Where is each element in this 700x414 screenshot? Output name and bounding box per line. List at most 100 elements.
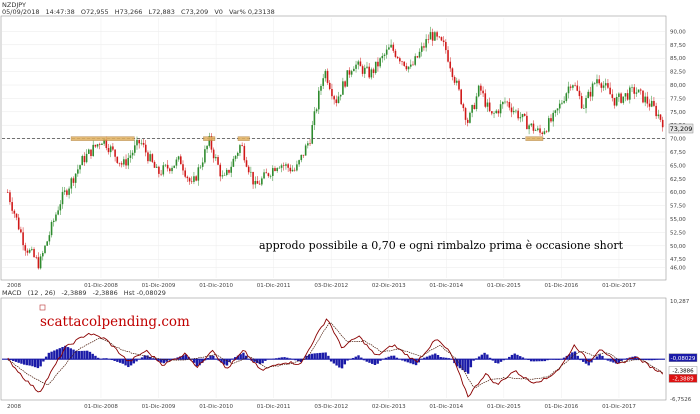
histogram-bar xyxy=(475,358,478,360)
candle-body xyxy=(324,70,327,79)
histogram-bar xyxy=(535,359,538,362)
histogram-bar xyxy=(645,359,648,361)
histogram-bar xyxy=(434,353,437,360)
histogram-bar xyxy=(491,359,494,361)
candle-body xyxy=(344,81,346,87)
candle-body xyxy=(642,90,644,103)
histogram-bar xyxy=(373,359,377,366)
histogram-bar xyxy=(488,357,492,360)
histogram-bar xyxy=(568,354,571,360)
candle-body xyxy=(635,92,638,94)
highlight-zone xyxy=(203,136,216,141)
candle-body xyxy=(475,96,478,110)
stat-date: 05/09/2018 xyxy=(2,8,40,16)
price-candles xyxy=(6,26,664,270)
histogram-bar xyxy=(58,348,62,360)
signal-line xyxy=(7,322,663,388)
histogram-bar xyxy=(91,353,94,360)
candle-body xyxy=(569,86,572,88)
histogram-bar xyxy=(477,356,481,360)
histogram-bar xyxy=(414,359,418,366)
candle-body xyxy=(541,132,544,135)
candle-body xyxy=(131,152,134,156)
candle-body xyxy=(250,171,252,173)
candle-body xyxy=(296,164,298,171)
histogram-bar xyxy=(384,357,388,360)
candle-body xyxy=(269,175,272,177)
candle-body xyxy=(320,85,322,91)
histogram-bar xyxy=(239,354,242,360)
histogram-bar xyxy=(50,351,53,360)
candle-body xyxy=(219,164,222,177)
histogram-bar xyxy=(425,356,429,360)
candle-body xyxy=(188,178,191,182)
candle-body xyxy=(293,169,296,171)
candle-body xyxy=(24,245,27,251)
candle-body xyxy=(302,154,305,156)
candle-body xyxy=(423,46,425,48)
stat-close: C73,209 xyxy=(180,8,209,16)
candle-body xyxy=(166,164,169,169)
price-x-tick: 01-Dic-2009 xyxy=(142,283,176,289)
histogram-bar xyxy=(105,358,108,360)
candle-body xyxy=(451,68,454,78)
histogram-bar xyxy=(294,359,297,361)
candle-body xyxy=(420,46,423,52)
candle-body xyxy=(445,42,447,51)
histogram-bar xyxy=(510,354,514,360)
candle-body xyxy=(405,65,408,70)
candle-body xyxy=(11,202,13,211)
histogram-bar xyxy=(571,352,574,360)
symbol-label: NZDJPY xyxy=(2,1,26,9)
candle-body xyxy=(499,104,502,114)
candle-body xyxy=(484,93,487,107)
stat-volume: V0 xyxy=(214,8,223,16)
candle-body xyxy=(547,118,550,132)
candle-body xyxy=(261,178,263,185)
candle-body xyxy=(85,153,88,163)
histogram-bar xyxy=(442,357,445,360)
candle-body xyxy=(90,149,92,157)
candle-body xyxy=(322,78,324,86)
candle-body xyxy=(357,61,360,65)
chart-stats: 05/09/2018 14:47:38 O72,955 H73,266 L72,… xyxy=(2,8,279,16)
candle-body xyxy=(197,167,200,181)
candle-body xyxy=(604,83,607,86)
macd-x-tick-start: 2008 xyxy=(7,404,21,410)
candle-body xyxy=(35,257,38,258)
candle-body xyxy=(164,164,167,166)
price-y-tick: 90,00 xyxy=(670,29,686,35)
candle-body xyxy=(600,83,603,88)
macd-x-tick: 01-Dic-2014 xyxy=(429,404,463,410)
price-x-tick: 01-Dic-2015 xyxy=(487,283,521,289)
candle-body xyxy=(629,87,631,100)
candle-body xyxy=(245,160,248,167)
candle-body xyxy=(94,144,97,147)
histogram-bar xyxy=(299,359,303,363)
histogram-bar xyxy=(113,359,116,361)
candle-body xyxy=(149,154,151,162)
candle-body xyxy=(114,149,116,157)
histogram-bar xyxy=(201,359,204,363)
histogram-bar xyxy=(258,359,262,365)
candle-body xyxy=(234,155,237,159)
candle-body xyxy=(412,64,414,66)
histogram-bar xyxy=(22,359,26,365)
last-price-label: 73,209 xyxy=(670,125,693,133)
histogram-bar xyxy=(431,354,434,360)
candle-body xyxy=(223,174,226,176)
histogram-bar xyxy=(357,355,360,360)
histogram-bar xyxy=(228,359,231,362)
candle-body xyxy=(61,191,64,205)
candle-body xyxy=(129,155,132,158)
candle-body xyxy=(50,222,53,236)
histogram-bar xyxy=(14,359,18,362)
candle-body xyxy=(342,81,344,95)
histogram-bar xyxy=(209,355,212,360)
candle-body xyxy=(112,146,114,150)
histogram-bar xyxy=(480,354,484,360)
candle-body xyxy=(578,90,581,97)
histogram-bar xyxy=(143,355,146,360)
candle-body xyxy=(486,102,489,107)
macd-x-tick: 01-Dic-2016 xyxy=(545,404,579,410)
